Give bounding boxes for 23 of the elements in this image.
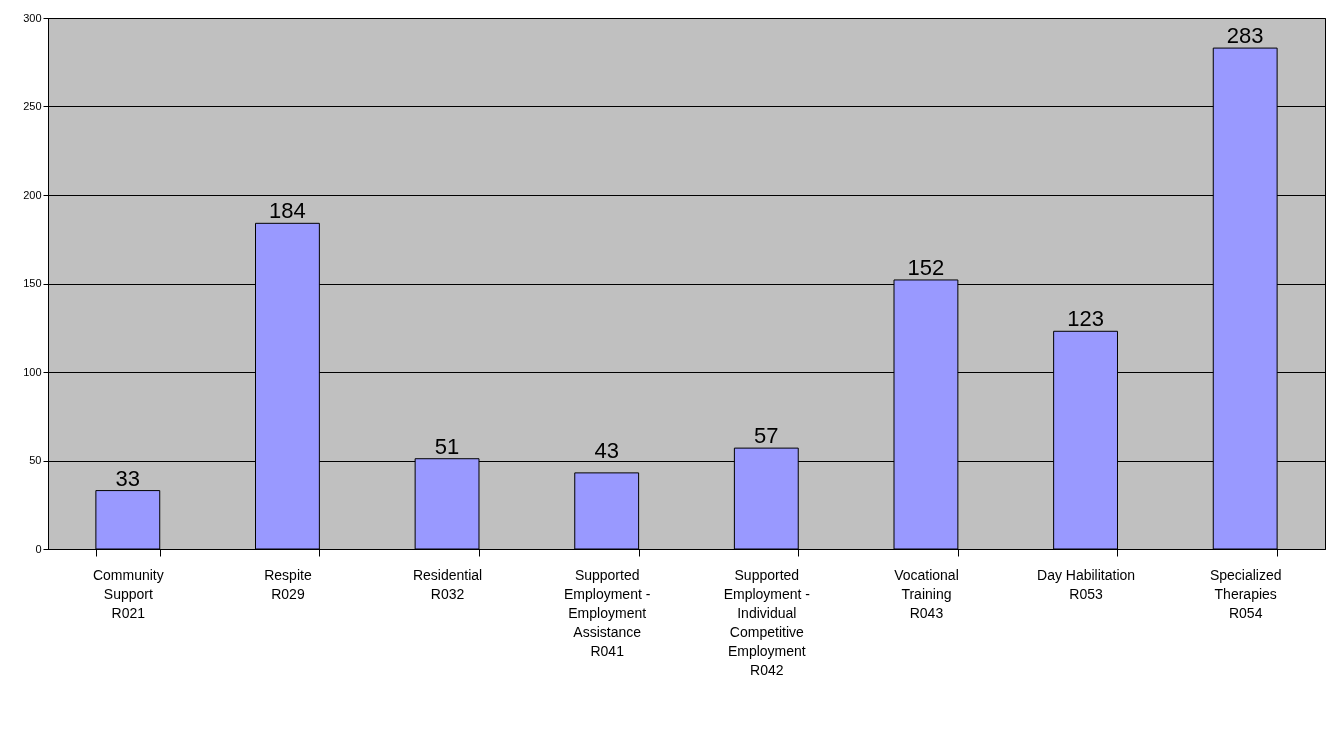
y-tick-label: 50	[29, 454, 42, 466]
data-label: 57	[754, 423, 779, 449]
x-tick-label: Supported Employment - Individual Competitive Employment R042	[723, 566, 811, 678]
x-tick-label: Community Support R021	[92, 566, 164, 621]
x-tick-label: Residential R032	[412, 566, 483, 602]
x-tick-label: Vocational Training R043	[894, 566, 959, 621]
y-tick-label: 250	[23, 100, 42, 112]
x-tick-label: Supported Employment - Employment Assistance R041	[564, 566, 651, 659]
data-label: 184	[269, 198, 306, 224]
y-tick-label: 100	[23, 365, 42, 378]
y-tick-label: 150	[23, 277, 42, 289]
y-tick-label: 300	[23, 11, 42, 24]
x-tick-label: Specialized Therapies R054	[1209, 566, 1282, 621]
data-label: 152	[907, 254, 945, 280]
data-label: 283	[1226, 23, 1264, 49]
data-label: 33	[115, 465, 141, 491]
x-tick-label: Day Habilitation R053	[1037, 566, 1136, 602]
x-tick-label: Respite R029	[264, 566, 312, 602]
data-label: 123	[1067, 306, 1104, 332]
data-label: 43	[594, 437, 619, 463]
y-tick-label: 200	[23, 188, 42, 201]
data-label: 51	[434, 433, 460, 459]
y-tick-label: 0	[35, 542, 42, 555]
